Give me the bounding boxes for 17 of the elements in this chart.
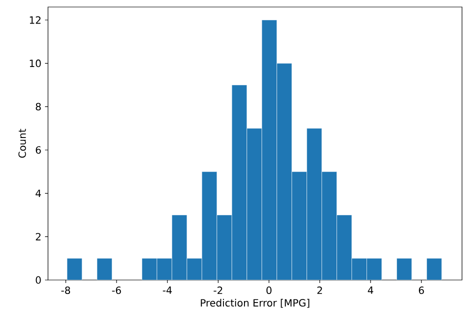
x-tick-label: 0 [266, 286, 272, 294]
x-tick-label: -8 [61, 286, 70, 294]
x-tick-label: 6 [418, 286, 424, 294]
x-tick-label: 2 [317, 286, 322, 294]
y-axis-title: Count [18, 128, 26, 158]
y-tick-label: 10 [30, 60, 41, 68]
y-tick-label: 4 [36, 190, 41, 197]
y-tick-label: 8 [36, 102, 41, 110]
y-tick-label: 6 [36, 146, 41, 154]
y-tick-label: 0 [36, 276, 41, 284]
y-tick-label: 12 [30, 16, 40, 24]
x-axis-title: Prediction Error [MPG] [200, 298, 310, 308]
x-tick-label: 4 [368, 286, 374, 294]
x-tick-label: -2 [214, 286, 222, 294]
x-tick-label: -4 [162, 286, 172, 294]
y-tick-label: 2 [36, 232, 40, 240]
x-tick-label: -6 [112, 286, 121, 294]
